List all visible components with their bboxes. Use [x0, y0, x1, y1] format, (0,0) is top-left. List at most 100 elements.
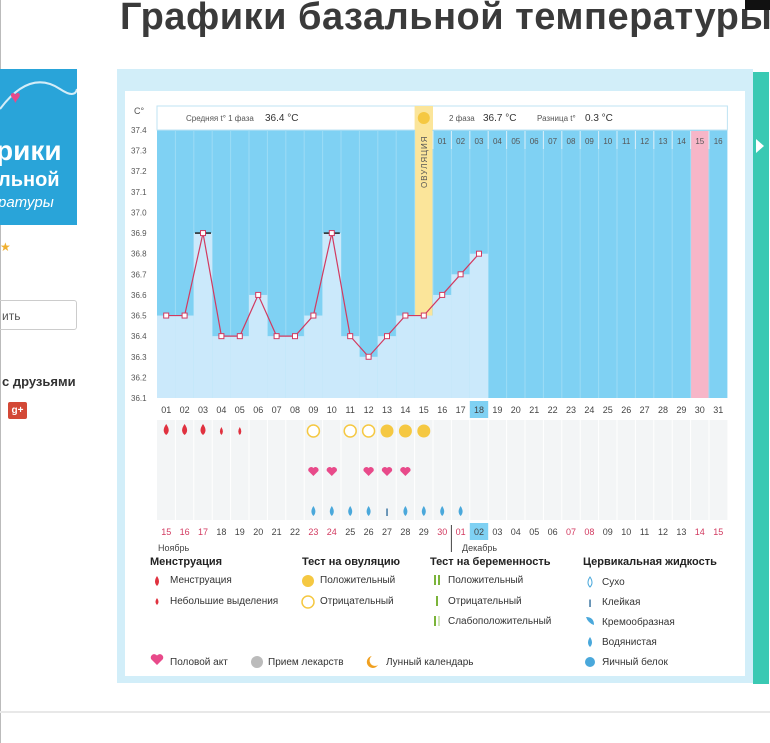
promo-line-3: ратуры [0, 194, 54, 211]
ovulation-negative-icon [306, 424, 321, 438]
fluid-sticky-icon: I [385, 507, 388, 519]
temperature-bar [359, 356, 378, 398]
temperature-bar [433, 294, 452, 398]
legend-menstruation-item-0: Менструация [170, 575, 232, 586]
chevron-right-icon[interactable] [756, 139, 764, 153]
ovulation-positive-icon [417, 424, 431, 438]
legend-pregnancy-negative-icon [436, 596, 438, 606]
cycle-day-label: 06 [253, 405, 263, 415]
date-label: 02 [474, 527, 484, 537]
ovulation-positive-icon [398, 424, 412, 438]
diff-label: Разница t° [537, 114, 576, 123]
legend-menstruation: Менструация [150, 556, 222, 568]
cycle-day-label: 25 [603, 405, 613, 415]
legend-pregnancy-item-0: Положительный [448, 575, 524, 586]
sidebar-input[interactable]: ить [0, 300, 77, 330]
cycle-day-label: 02 [180, 405, 190, 415]
cycle-day-label: 18 [474, 405, 484, 415]
month2-label: Декабрь [462, 543, 497, 553]
intercourse-heart-icon [326, 467, 337, 476]
menstruation-drop-icon [163, 424, 169, 435]
y-tick-label: 37.0 [131, 208, 147, 217]
temperature-point [476, 250, 482, 257]
legend-dry-icon [587, 576, 593, 588]
intercourse-heart-icon [381, 467, 393, 476]
legend-cervical-item-4: Яичный белок [602, 657, 668, 668]
date-label: 17 [198, 527, 208, 537]
phase1-value: 36.4 °C [265, 113, 298, 124]
promo-banner[interactable]: ♥ рики льной ратуры [0, 69, 77, 225]
luteal-day-label: 14 [677, 137, 686, 146]
luteal-day-label: 10 [603, 137, 612, 146]
cycle-day-label: 16 [437, 405, 447, 415]
temperature-point [255, 291, 262, 298]
gplus-icon[interactable]: g+ [8, 402, 27, 419]
cycle-day-label: 29 [676, 405, 686, 415]
legend-menstruation-title: Менструация [150, 556, 223, 568]
ovulation-label: ОВУЛЯЦИЯ [420, 135, 429, 188]
date-label: 23 [308, 527, 318, 537]
temperature-bar [451, 274, 470, 398]
luteal-day-label: 16 [714, 137, 723, 146]
legend-menstruation-drop-icon [155, 576, 159, 586]
temperature-bar [469, 253, 489, 398]
legend-watery-icon [588, 637, 592, 647]
cycle-day-label: 23 [566, 405, 576, 415]
symbols-area [157, 420, 728, 520]
y-tick-label: 36.7 [131, 270, 147, 279]
temperature-bar [304, 315, 323, 398]
luteal-day-label: 04 [493, 137, 502, 146]
ovulation-sun-icon [417, 112, 430, 124]
cycle-day-label: 26 [621, 405, 631, 415]
date-label: 01 [456, 527, 466, 537]
cycle-day-label: 11 [346, 405, 355, 415]
date-label: 15 [713, 527, 723, 537]
date-label: 12 [658, 527, 668, 537]
temperature-point [273, 333, 280, 340]
side-panel-tab[interactable] [753, 72, 769, 684]
luteal-day-label: 05 [511, 137, 520, 146]
cycle-day-label: 05 [235, 405, 245, 415]
fluid-drop-icon [440, 506, 445, 516]
phase-header [156, 105, 728, 131]
date-label: 22 [290, 527, 300, 537]
temperature-bar [212, 336, 231, 398]
intercourse-heart-icon [308, 467, 319, 476]
fluid-drop-icon [329, 506, 334, 516]
legend-heart-icon [150, 654, 164, 665]
date-label: 07 [566, 527, 576, 537]
date-label: 29 [419, 527, 429, 537]
temperature-point [457, 271, 464, 278]
legend-cervical-item-1: Клейкая [602, 597, 641, 608]
legend-sticky-icon: I [588, 598, 591, 610]
cycle-day-label: 17 [456, 405, 466, 415]
legend-cervical-item-3: Водянистая [602, 637, 657, 648]
date-label: 03 [492, 527, 502, 537]
legend-ovulation-test: Тест на овуляцию [302, 556, 400, 568]
y-tick-label: 36.8 [131, 250, 147, 259]
date-label: 18 [216, 527, 226, 537]
header-strip [745, 0, 770, 10]
date-label: 05 [529, 527, 539, 537]
fluid-drop-icon [366, 506, 371, 516]
current-day-highlight [469, 401, 489, 418]
temperature-point [347, 333, 354, 340]
y-tick-label: 36.4 [131, 332, 147, 341]
date-label: 04 [511, 527, 521, 537]
temperature-bar [157, 315, 176, 398]
legend-moon: Лунный календарь [386, 657, 474, 668]
current-date-highlight [469, 523, 489, 540]
luteal-day-label: 13 [659, 137, 668, 146]
cycle-day-label: 19 [492, 405, 502, 415]
legend-pregnancy-weak-icon [434, 616, 436, 626]
date-label: 08 [584, 527, 594, 537]
temperature-point [328, 230, 335, 237]
temperature-point [402, 312, 409, 319]
temperature-bar [396, 315, 415, 398]
legend-medication: Прием лекарств [268, 657, 344, 668]
legend-eggwhite-icon [585, 657, 595, 667]
share-label: с друзьями [2, 374, 76, 389]
cycle-day-label: 24 [584, 405, 594, 415]
date-label: 25 [345, 527, 355, 537]
